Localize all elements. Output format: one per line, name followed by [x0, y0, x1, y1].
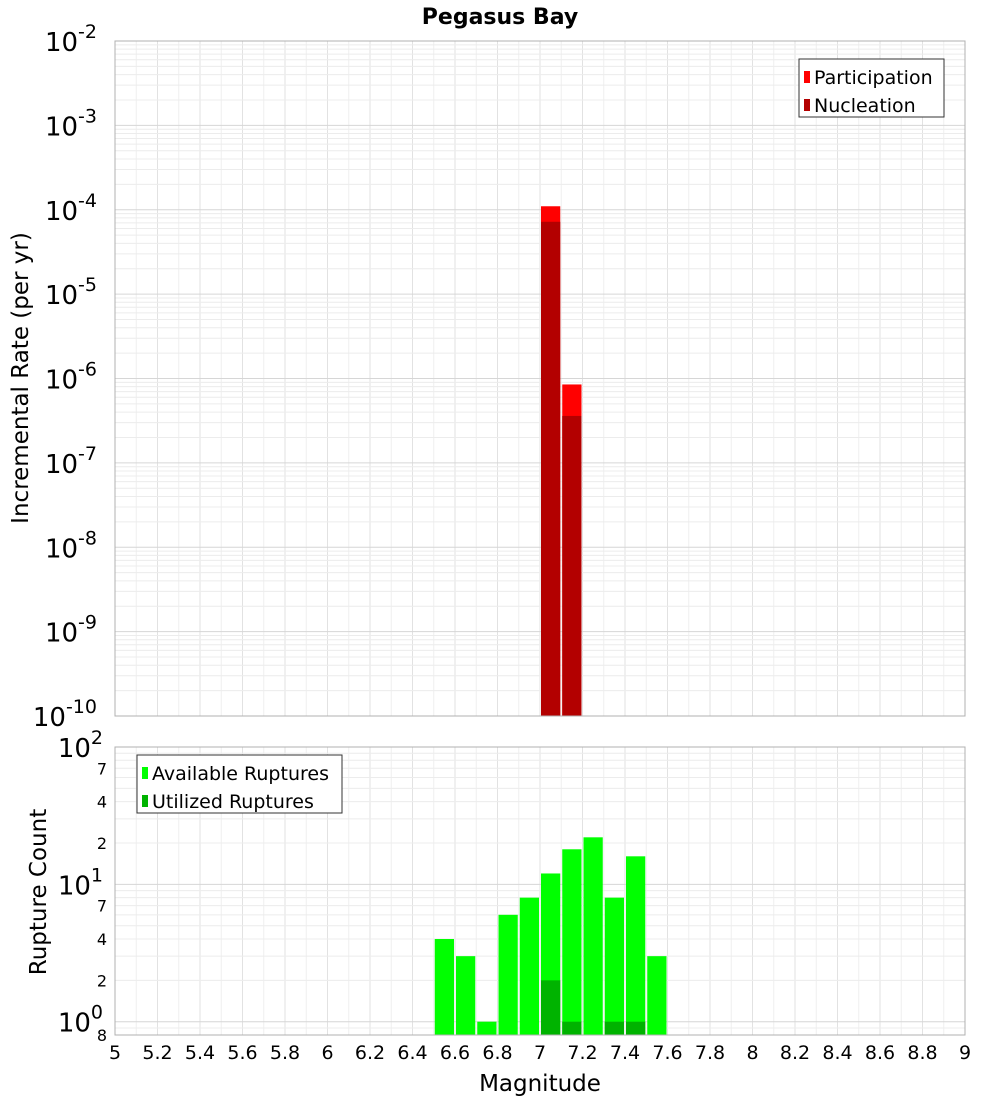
- x-tick-label: 7: [534, 1042, 546, 1064]
- nucleation-legend-swatch: [804, 99, 810, 111]
- y-minor-tick-label: 2: [97, 834, 107, 853]
- available-ruptures-bar: [583, 837, 603, 1035]
- available-ruptures-bar: [456, 956, 476, 1035]
- y-tick-label: 10-10: [33, 696, 97, 733]
- y-tick-label: 10-7: [45, 443, 97, 480]
- x-tick-label: 6.8: [482, 1042, 512, 1064]
- x-tick-label: 7.8: [695, 1042, 725, 1064]
- rate-plot-panel: 10-2 10-3 10-4 10-5 10-6 10-7 10-8 10-9 10-10 Par…: [33, 21, 966, 733]
- available-ruptures-bar: [477, 1021, 497, 1035]
- y-tick-label: 10-3: [45, 105, 97, 142]
- available-ruptures-bar: [604, 897, 624, 1035]
- available-ruptures-bar: [498, 914, 518, 1035]
- y-tick-label: 100: [58, 1002, 103, 1039]
- x-tick-label: 7.4: [610, 1042, 640, 1064]
- y-tick-label: 10-4: [45, 190, 97, 227]
- available-ruptures-legend-swatch: [142, 767, 148, 779]
- top-y-axis-label: Incremental Rate (per yr): [8, 232, 34, 524]
- x-tick-label: 8: [746, 1042, 758, 1064]
- y-minor-tick-label: 7: [97, 897, 107, 916]
- y-tick-label: 101: [58, 864, 103, 901]
- x-tick-label: 8.8: [907, 1042, 937, 1064]
- available-ruptures-legend-label: Available Ruptures: [152, 763, 329, 785]
- y-minor-tick-label: 2: [97, 971, 107, 990]
- utilized-ruptures-bar: [626, 1021, 646, 1035]
- x-tick-label: 7.6: [652, 1042, 682, 1064]
- x-tick-label: 6.2: [355, 1042, 385, 1064]
- plot-border: [114, 746, 966, 1036]
- x-tick-label: 6.4: [397, 1042, 427, 1064]
- x-tick-label: 5.6: [227, 1042, 257, 1064]
- legend-box: [136, 754, 343, 814]
- y-tick-label: 10-5: [45, 274, 97, 311]
- x-tick-label: 8.6: [865, 1042, 895, 1064]
- participation-legend-swatch: [804, 71, 810, 83]
- participation-legend-label: Participation: [814, 67, 933, 89]
- available-ruptures-bar: [647, 956, 667, 1035]
- nucleation-bar: [562, 415, 582, 716]
- available-ruptures-bar: [562, 849, 582, 1035]
- nucleation-bar: [541, 221, 561, 716]
- x-tick-label: 6.6: [440, 1042, 470, 1064]
- legend-box: [798, 58, 945, 118]
- x-axis-label: Magnitude: [479, 1071, 601, 1097]
- y-minor-tick-label: 8: [97, 1026, 107, 1045]
- utilized-ruptures-bar: [604, 1021, 624, 1035]
- y-minor-tick-label: 4: [97, 793, 107, 812]
- x-tick-label: 5.4: [185, 1042, 215, 1064]
- x-tick-label: 5.2: [142, 1042, 172, 1064]
- available-ruptures-bar: [519, 897, 539, 1035]
- y-tick-label: 10-9: [45, 612, 97, 649]
- bottom-y-axis-label: Rupture Count: [26, 809, 52, 975]
- available-ruptures-bar: [626, 856, 646, 1035]
- utilized-ruptures-bar: [562, 1021, 582, 1035]
- y-tick-label: 10-8: [45, 527, 97, 564]
- x-tick-label: 9: [959, 1042, 971, 1064]
- x-tick-label: 5.8: [270, 1042, 300, 1064]
- y-tick-label: 102: [58, 727, 103, 764]
- chart-title: Pegasus Bay: [422, 5, 578, 30]
- x-tick-label: 7.2: [567, 1042, 597, 1064]
- x-tick-label: 8.2: [780, 1042, 810, 1064]
- x-tick-label: 5: [109, 1042, 121, 1064]
- x-tick-label: 6: [321, 1042, 333, 1064]
- utilized-ruptures-legend-label: Utilized Ruptures: [152, 791, 314, 813]
- y-tick-label: 10-2: [45, 21, 97, 58]
- utilized-ruptures-legend-swatch: [142, 795, 148, 807]
- nucleation-legend-label: Nucleation: [814, 95, 916, 117]
- y-minor-tick-label: 7: [97, 759, 107, 778]
- x-tick-label: 8.4: [822, 1042, 852, 1064]
- y-tick-label: 10-6: [45, 359, 97, 396]
- available-ruptures-bar: [434, 939, 454, 1035]
- y-minor-tick-label: 4: [97, 930, 107, 949]
- utilized-ruptures-bar: [541, 980, 561, 1035]
- plot-border: [114, 40, 966, 717]
